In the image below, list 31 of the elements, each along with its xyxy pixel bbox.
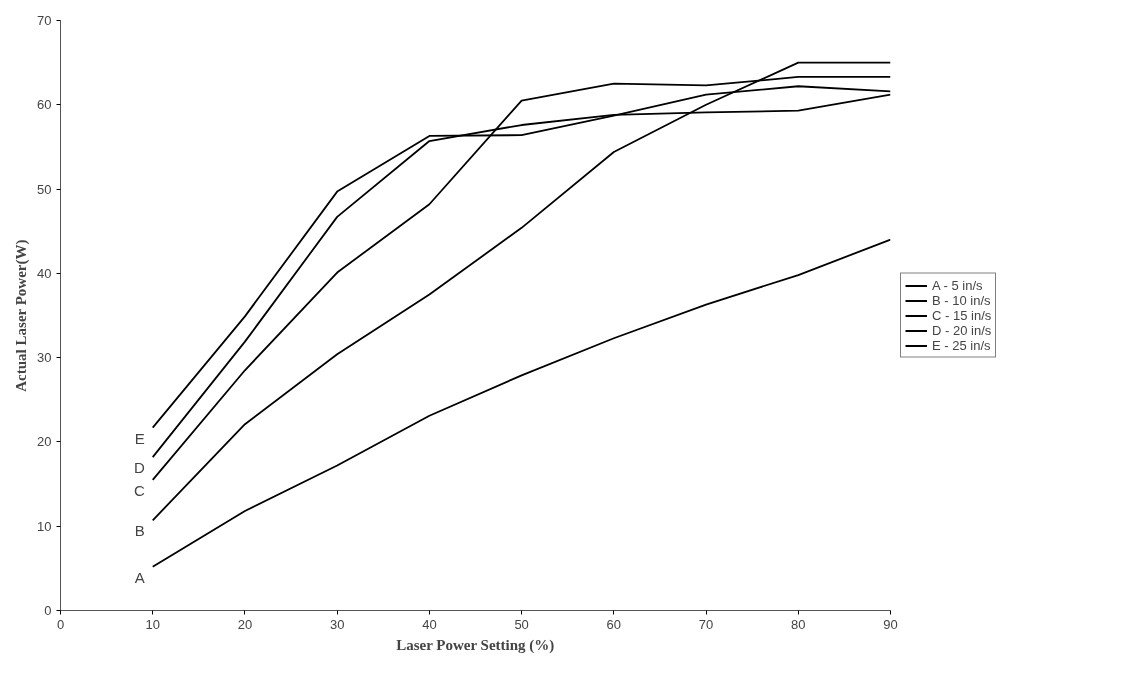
y-tick-label: 10: [37, 518, 52, 534]
y-tick-label: 40: [37, 265, 52, 281]
x-tick-label: 30: [329, 616, 345, 632]
legend-label: B - 10 in/s: [932, 292, 991, 308]
x-tick-label: 80: [791, 616, 806, 632]
y-tick-label: 70: [37, 13, 52, 28]
y-tick-label: 60: [37, 97, 52, 113]
legend-label: C - 15 in/s: [932, 307, 992, 323]
y-tick-label: 50: [37, 181, 52, 197]
x-tick-label: 10: [145, 616, 160, 632]
y-axis-title: Actual Laser Power(W): [13, 239, 31, 392]
x-tick-label: 50: [514, 616, 529, 632]
x-tick-label: 0: [56, 616, 65, 632]
annotation: A: [134, 568, 145, 586]
y-tick-label: 30: [37, 350, 52, 366]
x-tick-label: 70: [698, 616, 714, 632]
x-tick-label: 40: [422, 616, 437, 632]
y-tick-label: 20: [37, 434, 52, 450]
x-tick-label: 20: [237, 616, 253, 632]
y-tick-label: 0: [44, 603, 52, 618]
x-axis-title: Laser Power Setting (%): [396, 636, 555, 654]
legend-label: E - 25 in/s: [932, 337, 991, 353]
x-tick-label: 60: [606, 616, 622, 632]
x-tick-label: 90: [883, 616, 898, 632]
legend-label: A - 5 in/s: [932, 277, 983, 293]
annotation: E: [134, 429, 145, 447]
line-series: [151, 238, 891, 568]
legend-label: D - 20 in/s: [932, 322, 992, 338]
annotation: B: [134, 522, 145, 540]
annotation: D: [133, 459, 145, 477]
annotation: C: [133, 481, 145, 499]
